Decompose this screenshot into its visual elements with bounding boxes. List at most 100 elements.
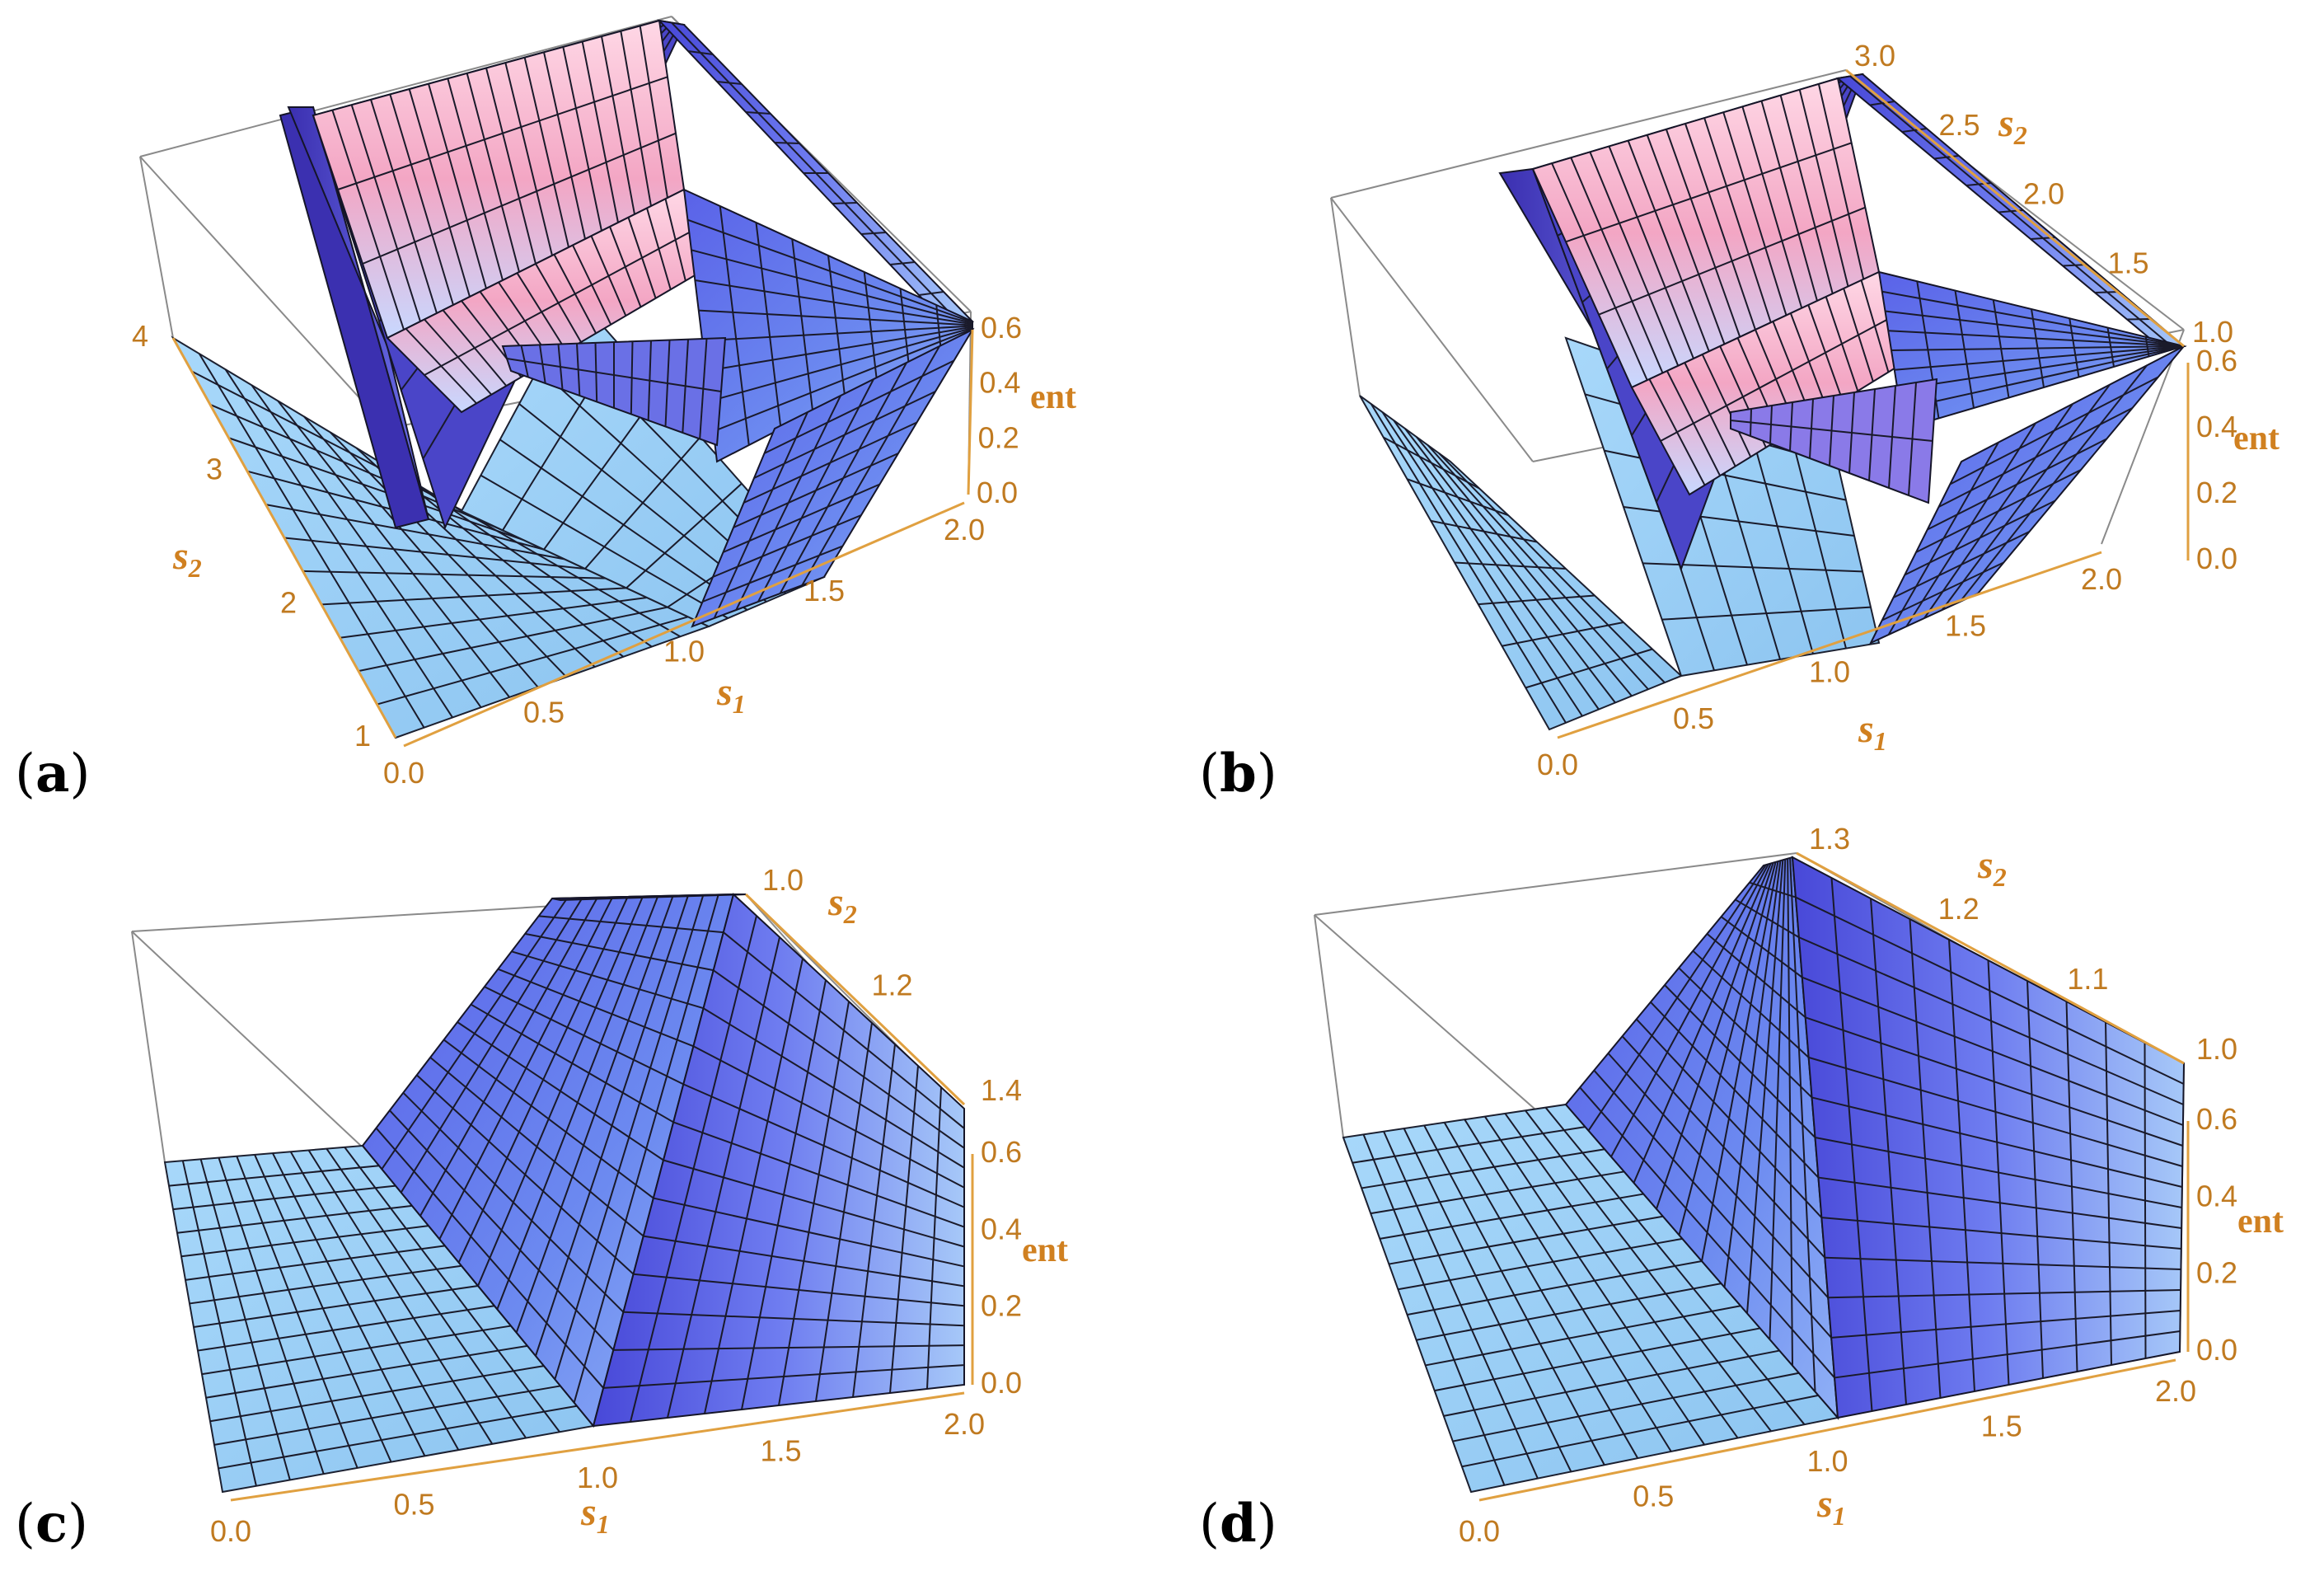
- panel-b-right-slope-mesh: [1897, 345, 2185, 391]
- panel-a-pink-band-mesh: [543, 52, 586, 240]
- panel-d-floor-mesh-v: [1443, 1349, 1780, 1417]
- panel-c-right-slope-mesh: [692, 1045, 965, 1189]
- panel-d-floor-mesh-v: [1425, 1305, 1741, 1367]
- panel-b-pink-band-mesh: [1565, 142, 1852, 243]
- panel-a-pink-band-mesh: [466, 73, 520, 273]
- panel-b-right-slope-mesh: [1881, 290, 2185, 347]
- panel-b-pink-band-mesh: [1741, 106, 1803, 309]
- panel-d-y-tick-label: 1.3: [1809, 822, 1850, 856]
- panel-d-box: [1314, 852, 1797, 916]
- panel-c-x-tick-label: 0.5: [393, 1488, 434, 1522]
- panel-d-right-slope-mesh: [1818, 1176, 2182, 1229]
- panel-d-left-slope-mesh: [1593, 1069, 1832, 1339]
- panel-d-right-slope-mesh: [1825, 1256, 2181, 1270]
- panel-a-front-slope-mesh: [764, 359, 954, 454]
- panel-b-right-slope-mesh: [1885, 310, 2185, 347]
- panel-b-floor-mesh-v: [1383, 436, 1480, 490]
- panel-a-right-slope-mesh: [863, 271, 878, 380]
- panel-c-right-slope-mesh: [713, 969, 965, 1149]
- panel-b-y-tick-label: 2.0: [2023, 177, 2064, 211]
- panel-d-z-tick-label: 0.4: [2196, 1179, 2237, 1212]
- panel-a-floor-mesh-v: [321, 587, 627, 606]
- panel-a-floor-mid-mesh-v: [499, 439, 748, 611]
- panel-b-pink-band-mesh: [1817, 83, 1865, 279]
- panel-b-front-slope-mesh: [1893, 531, 2030, 598]
- panel-a-front-slope-mesh: [733, 453, 899, 528]
- panel-b-pink-band-mesh: [1703, 117, 1772, 323]
- panel-c-floor-mesh-v: [189, 1264, 462, 1305]
- panel-a-z-tick-label: 0.2: [978, 420, 1019, 454]
- panel-b-box: [1330, 69, 1847, 199]
- panel-c-left-slope-mesh: [375, 1127, 604, 1389]
- panel-b-pink-band-mesh: [1570, 157, 1664, 373]
- panel-b-z-tick-label: 0.2: [2196, 476, 2237, 509]
- panel-b-right-ridge-mesh: [1869, 101, 1895, 106]
- panel-d-z-tick-label: 0.0: [2196, 1333, 2237, 1367]
- panel-a-label: (a): [15, 743, 90, 804]
- panel-b-inner-wall: [1730, 378, 1938, 504]
- panel-a-floor-mesh-v: [283, 537, 586, 570]
- panel-b-z-tick-label: 0.0: [2196, 542, 2237, 575]
- panel-b-front-slope-mesh: [1915, 469, 2082, 553]
- panel-b-x-tick-label: 2.0: [2081, 562, 2122, 596]
- panel-a-inner-wall-mesh: [506, 358, 722, 392]
- panel-a-pink-band-mesh: [447, 78, 504, 281]
- panel-c-right-slope-mesh: [643, 1235, 965, 1288]
- panel-b-right-ridge-mesh: [1966, 182, 1992, 186]
- panel-a-z-axis: [967, 329, 974, 495]
- panel-d-x-tick-label: 2.0: [2155, 1374, 2196, 1408]
- panel-a-wall: [287, 106, 429, 520]
- panel-a-right-ridge-mesh: [860, 232, 887, 235]
- panel-a-x-tick-label: 0.0: [383, 756, 424, 790]
- panel-d-right-slope-mesh: [1811, 1096, 2183, 1188]
- panel-b-pink-band-mesh: [1627, 140, 1710, 352]
- panel-d-floor-mesh-v: [1434, 1327, 1760, 1392]
- panel-a-floor-mesh-v: [191, 370, 483, 522]
- panel-b-zlabel: ent: [2233, 420, 2279, 457]
- panel-b-right-ridge-mesh: [1901, 128, 1928, 133]
- panel-c-floor-mesh-v: [201, 1325, 512, 1376]
- panel-b-label: (b): [1199, 743, 1277, 804]
- panel-a-floor-mesh-v: [302, 570, 607, 579]
- panel-c-right-slope-mesh: [703, 1007, 965, 1169]
- panel-a-x-tick-label: 2.0: [944, 513, 985, 546]
- panel-d-left-slope-mesh: [1635, 1018, 1823, 1218]
- panel-c-left-slope-mesh: [511, 950, 704, 1010]
- panel-a-x-axis: [403, 501, 965, 748]
- panel-c-right-slope-mesh: [623, 1311, 965, 1327]
- panel-b-box: [2101, 329, 2185, 545]
- panel-d-left-slope-mesh: [1621, 1035, 1826, 1259]
- panel-c-zlabel: ent: [1022, 1231, 1068, 1269]
- panel-d-y-tick-label: 1.0: [2196, 1032, 2237, 1066]
- panel-c-right-slope-mesh: [663, 1159, 965, 1248]
- panel-b-x-tick-label: 1.5: [1945, 608, 1986, 642]
- panel-a-right-ridge-mesh: [832, 202, 858, 204]
- panel-c-right-slope-mesh: [653, 1197, 965, 1268]
- panel-a-right-slope-mesh: [687, 218, 973, 324]
- panel-a-pink-band-mesh: [362, 132, 677, 265]
- panel-a-right-slope-mesh: [935, 304, 942, 347]
- panel-b-x-tick-label: 0.5: [1673, 701, 1714, 735]
- panel-c-left-slope-mesh: [443, 1039, 654, 1199]
- panel-b-floor-mid-mesh-v: [1661, 606, 1872, 621]
- panel-a-x-tick-label: 0.5: [523, 695, 565, 729]
- panel-c-x-tick-label: 2.0: [944, 1407, 985, 1441]
- panel-c-x-tick-label: 1.0: [577, 1461, 618, 1494]
- panel-c-y-tick-label: 1.0: [762, 863, 804, 897]
- panel-d-ylabel: s2: [1977, 843, 2007, 892]
- panel-d-right-slope-mesh: [1798, 936, 2184, 1105]
- panel-b-floor-mesh-v: [1407, 478, 1509, 516]
- panel-c-z-tick-label: 0.4: [981, 1212, 1022, 1245]
- panel-c: 0.0 0.5 1.0 1.5 2.0 1.4 1.2 1.0 0.0 0.2 0.4 0.6 s1 s2…: [15, 863, 1068, 1555]
- panel-d-floor-mesh-v: [1389, 1215, 1664, 1265]
- panel-c-z-tick-label: 0.0: [981, 1366, 1022, 1400]
- panel-d-floor-mesh-v: [1452, 1372, 1800, 1442]
- panel-c-box: [131, 931, 166, 1163]
- panel-b-xlabel: s1: [1858, 707, 1887, 756]
- panel-b-pink-band-mesh: [1608, 146, 1694, 359]
- panel-a-right-slope-mesh: [719, 205, 750, 446]
- panel-c-left-slope-mesh: [470, 1003, 674, 1123]
- panel-d-x-axis: [1478, 1358, 2176, 1502]
- panel-a-right-ridge-mesh: [918, 291, 944, 296]
